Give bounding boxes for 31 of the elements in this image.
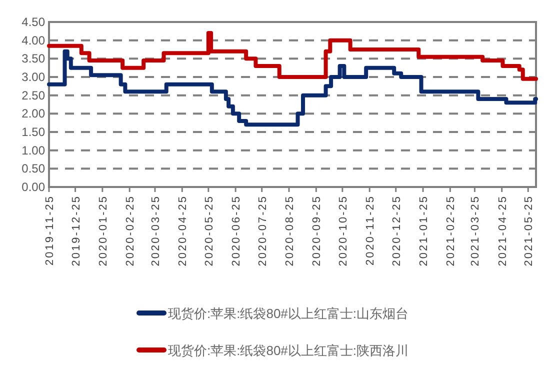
y-tick-label: 2.50	[22, 88, 46, 102]
x-tick-label: 2021-02-25	[445, 195, 458, 266]
x-tick-label: 2020-05-25	[203, 195, 216, 266]
legend-label: 现货价:苹果:纸袋80#以上红富士:山东烟台	[168, 306, 409, 321]
x-tick-label: 2021-01-25	[418, 195, 430, 266]
legend-label: 现货价:苹果:纸袋80#以上红富士:陕西洛川	[168, 343, 409, 358]
y-tick-label: 3.00	[22, 70, 46, 84]
x-tick-label: 2020-08-25	[284, 195, 296, 266]
x-tick-label: 2020-12-25	[390, 195, 403, 266]
x-tick-label: 2021-03-25	[470, 195, 482, 266]
x-tick-label: 2021-05-25	[523, 195, 536, 266]
y-tick-label: 0.00	[22, 180, 46, 194]
y-tick-label: 0.50	[22, 162, 46, 176]
x-tick-label: 2019-11-25	[44, 195, 56, 266]
y-tick-label: 4.00	[22, 33, 46, 48]
x-tick-label: 2020-06-25	[230, 195, 243, 266]
x-tick-label: 2019-12-25	[70, 195, 82, 266]
y-tick-label: 4.50	[22, 15, 46, 29]
x-tick-label: 2020-10-25	[337, 195, 350, 266]
y-tick-label: 2.00	[22, 106, 46, 121]
x-tick-label: 2020-09-25	[311, 195, 324, 266]
y-tick-label: 1.00	[22, 143, 46, 158]
x-tick-label: 2020-11-25	[364, 195, 377, 266]
y-tick-label: 3.50	[22, 52, 46, 66]
y-tick-label: 1.50	[22, 125, 46, 139]
x-tick-label: 2021-04-25	[496, 195, 509, 266]
x-tick-label: 2020-02-25	[124, 195, 137, 266]
x-tick-label: 2020-07-25	[256, 195, 269, 266]
x-tick-label: 2020-04-25	[177, 195, 190, 266]
x-tick-label: 2020-01-25	[97, 195, 110, 266]
x-tick-label: 2020-03-25	[150, 195, 162, 266]
